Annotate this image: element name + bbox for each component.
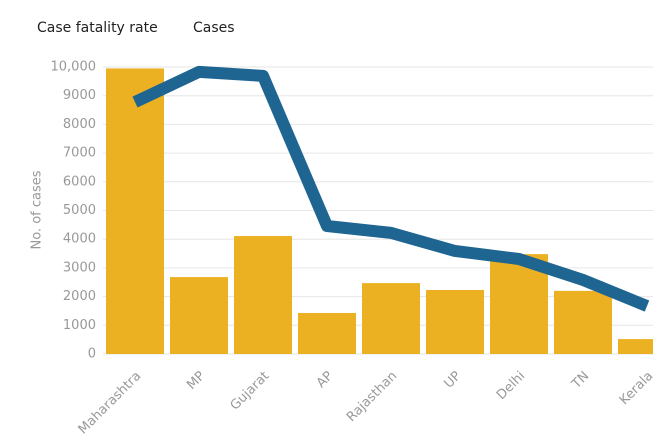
bar [234,236,292,354]
y-tick-label: 7000 [63,146,96,161]
x-tick-label: UP [441,369,464,392]
y-tick-label: 2000 [63,289,96,304]
y-tick-label: 10,000 [51,60,97,75]
bar [298,312,356,354]
x-tick-label: Rajasthan [344,369,400,425]
y-tick-label: 0 [88,347,96,362]
x-tick-label: Delhi [494,369,528,403]
x-tick-label: MP [184,369,208,393]
bar [362,283,420,354]
bar [554,290,612,354]
line [132,65,650,312]
legend-entry: Cases [193,20,235,36]
x-tick-label: TN [568,369,592,393]
y-tick-label: 4000 [63,232,96,247]
bar [170,277,228,354]
y-tick-label: 9000 [63,88,96,103]
legend-entry: Case fatality rate [37,20,158,36]
bar [618,339,653,354]
x-tick-label: AP [314,369,337,392]
y-tick-label: 1000 [63,318,96,333]
x-tick-label: Gujarat [228,369,273,414]
x-tick-label: Maharashtra [76,369,145,436]
y-tick-label: 8000 [63,117,96,132]
y-tick-label: 6000 [63,174,96,189]
y-axis-label: No. of cases [30,170,45,249]
x-tick-label: Kerala [617,369,653,408]
y-tick-label: 5000 [63,203,96,218]
bar [106,68,164,354]
bar [426,289,484,354]
y-tick-label: 3000 [63,260,96,275]
